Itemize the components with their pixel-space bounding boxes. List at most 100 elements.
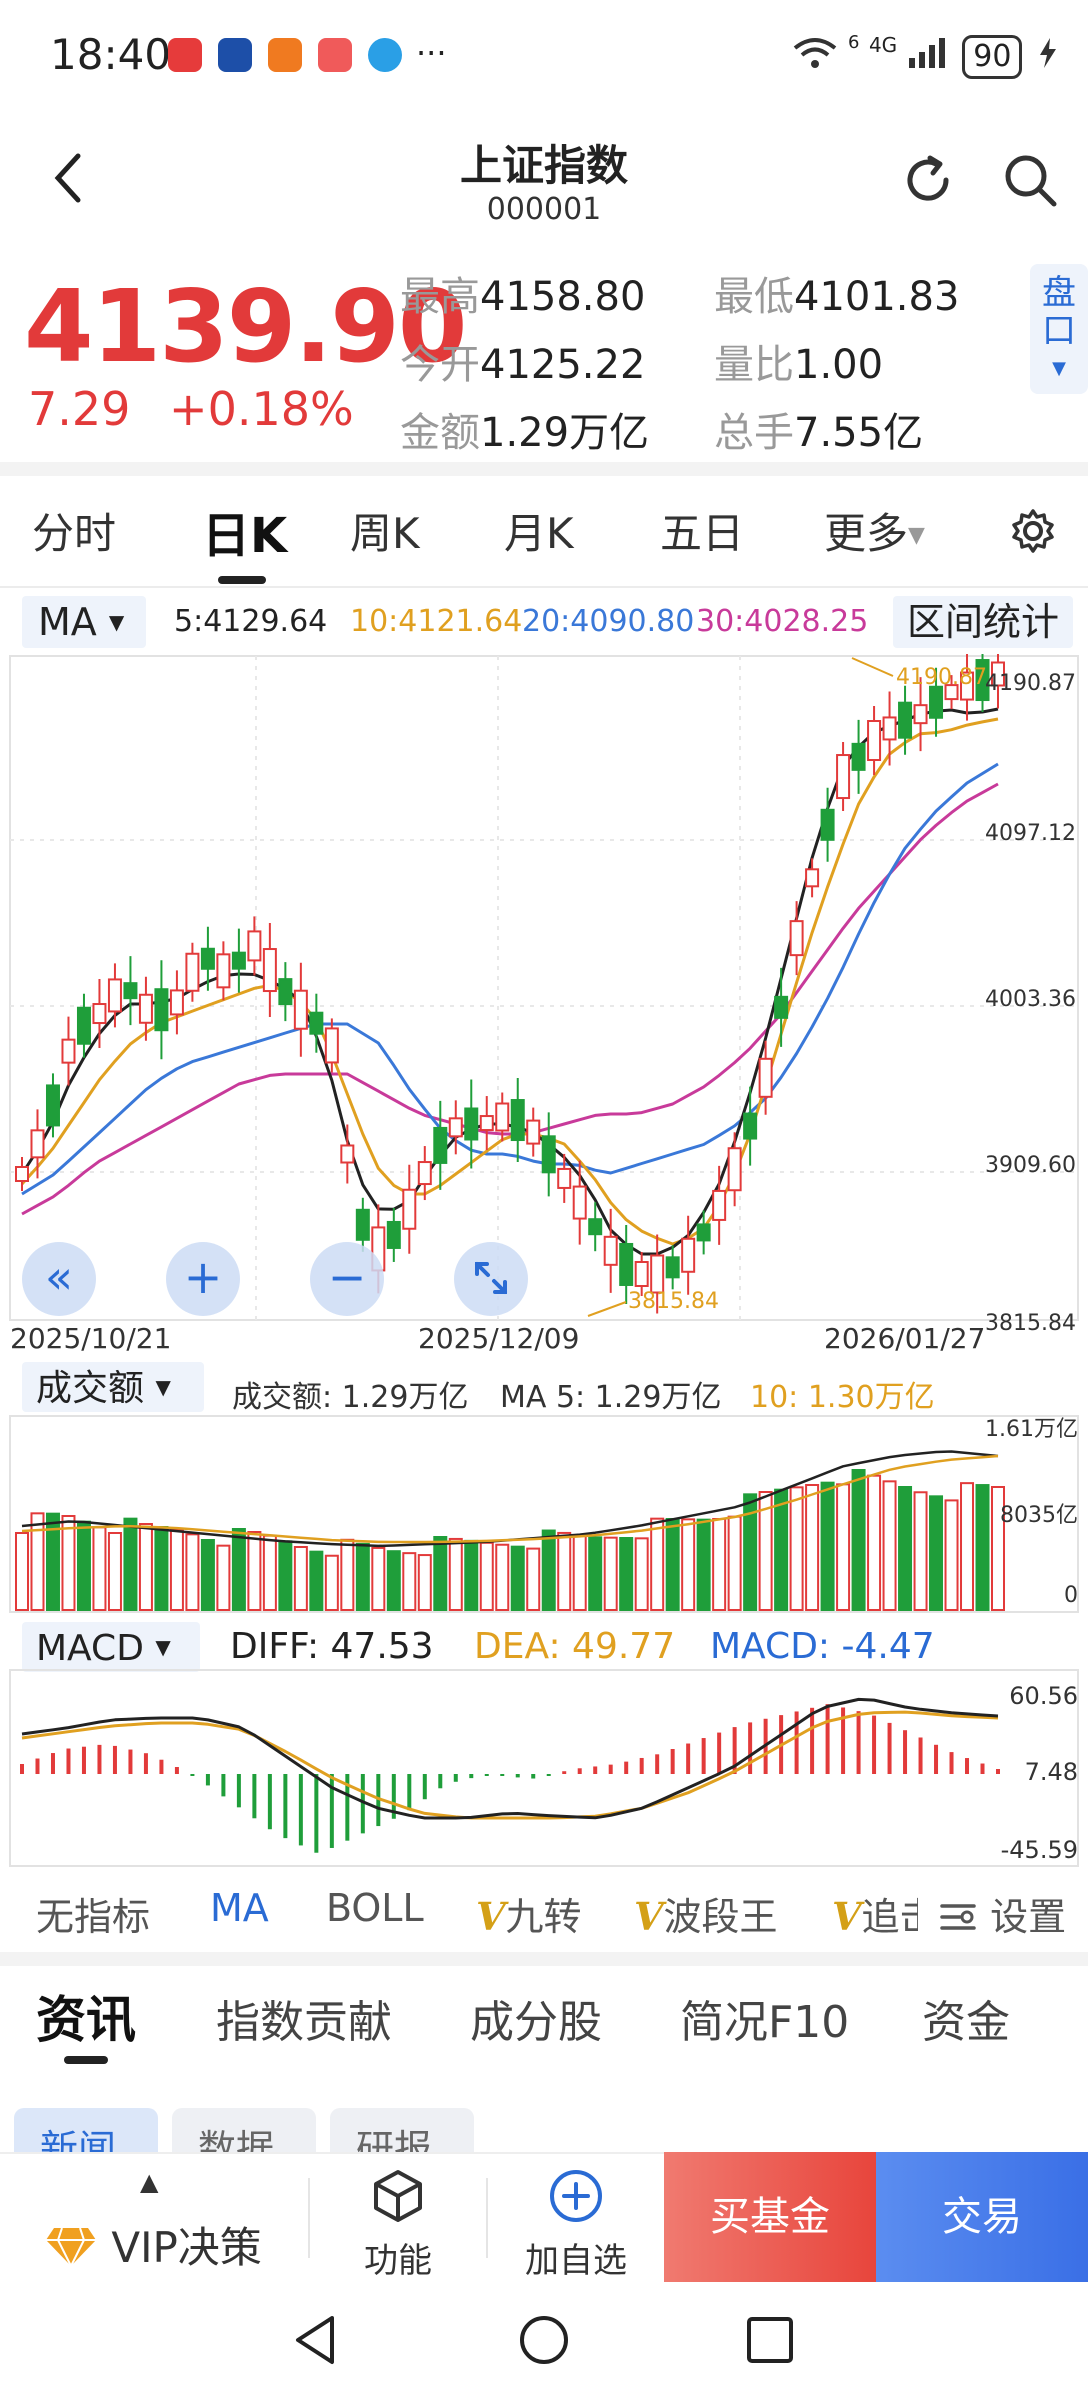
trade-button[interactable]: 交易 (876, 2152, 1088, 2282)
tab-capital-flow[interactable]: 资金 (922, 1997, 1010, 2048)
tab-daily-k[interactable]: 日K (202, 508, 288, 564)
tab-overview-f10[interactable]: 简况F10 (680, 1997, 850, 2048)
functions-label: 功能 (364, 2241, 432, 2281)
tab-more[interactable]: 更多▼ (824, 500, 925, 561)
y-axis-label: 1.61万亿 (985, 1417, 1078, 1442)
status-time: 18:40 (50, 30, 172, 79)
indicator-label: 波段王 (663, 1895, 778, 1939)
vip-decision-button[interactable]: ▲ VIP决策 (0, 2152, 306, 2282)
indicator-boll[interactable]: BOLL (326, 1886, 424, 1930)
recents-square-icon[interactable] (744, 2314, 796, 2366)
refresh-icon (907, 155, 949, 201)
status-bar: 18:40 ··· 6 4G 90 (0, 0, 1088, 110)
change-percent: +0.18% (169, 382, 354, 436)
divider (0, 586, 1088, 588)
candles (15, 654, 1005, 1314)
functions-button[interactable]: 功能 (310, 2152, 486, 2282)
volume-indicator-select[interactable]: 成交额 ▼ (22, 1362, 204, 1412)
tab-intraday[interactable]: 分时 (32, 509, 117, 558)
divider (0, 1952, 1088, 1966)
change-absolute: 7.29 (28, 382, 131, 436)
ma-indicator-select[interactable]: MA ▼ (22, 596, 146, 648)
tab-news-info[interactable]: 资讯 (36, 1991, 136, 2049)
indicator-none[interactable]: 无指标 (36, 1895, 151, 1939)
volume-ma10-value: 10: 1.30万亿 (750, 1380, 935, 1415)
scroll-left-button[interactable]: « (22, 1242, 96, 1316)
y-axis-label: 3815.84 (985, 1311, 1076, 1336)
expand-icon (475, 1262, 507, 1294)
indicator-settings-button[interactable]: 设置 (934, 1886, 1067, 1941)
stock-code: 000001 (486, 192, 602, 227)
ma20-line (21, 762, 999, 1196)
stat-turnover: 金额1.29万亿 (400, 410, 650, 456)
chart-grid (9, 655, 1079, 1321)
dea-line (21, 1710, 999, 1820)
indicator-chase[interactable]: V追击 (832, 1886, 918, 1941)
candlestick-chart[interactable]: 4190.87 3815.84 4190.87 4097.12 4003.36 … (0, 654, 1088, 1354)
chart-settings-button[interactable] (1010, 508, 1056, 554)
search-button[interactable] (1000, 150, 1060, 210)
chevron-up-icon: ▲ (140, 2168, 159, 2196)
back-button[interactable] (48, 148, 88, 208)
macd-value: MACD: -4.47 (710, 1626, 935, 1667)
divider (308, 2178, 310, 2258)
back-triangle-icon[interactable] (290, 2312, 340, 2368)
order-book-button[interactable]: 盘口 ▼ (1030, 264, 1088, 394)
macd-dea-value: DEA: 49.77 (474, 1626, 676, 1667)
fullscreen-button[interactable] (454, 1242, 528, 1316)
vip-v-icon: V (476, 1894, 506, 1939)
ma5-line (20, 707, 999, 1256)
y-axis-label: 8035亿 (1000, 1503, 1078, 1528)
gear-icon (1012, 509, 1054, 553)
high-marker: 4190.87 (851, 657, 987, 690)
refresh-button[interactable] (900, 152, 956, 208)
range-statistics-button[interactable]: 区间统计 (893, 596, 1073, 648)
volume-ma5-value: MA 5: 1.29万亿 (500, 1380, 722, 1415)
y-axis-label: 3909.60 (985, 1153, 1076, 1178)
y-axis-label: 0 (1064, 1583, 1078, 1608)
current-price: 4139.90 (24, 268, 467, 385)
indicator-wave-king[interactable]: V波段王 (634, 1886, 778, 1941)
app-notification-icon (318, 38, 352, 72)
indicator-ma[interactable]: MA (210, 1886, 269, 1930)
charging-icon (1038, 38, 1058, 74)
macd-indicator-select[interactable]: MACD ▼ (22, 1622, 200, 1672)
y-axis-label: 4190.87 (985, 671, 1076, 696)
tab-five-day[interactable]: 五日 (660, 509, 745, 558)
home-circle-icon[interactable] (516, 2312, 572, 2368)
diff-line (21, 1697, 999, 1820)
tab-weekly-k[interactable]: 周K (350, 509, 420, 558)
chevron-left-icon (54, 153, 81, 203)
active-tab-indicator (218, 576, 266, 584)
caret-down-icon: ▼ (108, 610, 125, 634)
sliders-icon (940, 1904, 976, 1930)
tab-constituents[interactable]: 成分股 (470, 1997, 602, 2048)
chart-grid (9, 1415, 1079, 1613)
indicator-nine-turn[interactable]: V九转 (476, 1886, 582, 1941)
low-marker: 3815.84 (587, 1289, 719, 1317)
active-tab-indicator (64, 2056, 108, 2064)
tab-monthly-k[interactable]: 月K (504, 509, 574, 558)
ma5-value: 5:4129.64 (174, 604, 328, 639)
chart-grid (9, 1669, 1079, 1867)
more-notifications-icon: ··· (416, 34, 447, 72)
divider (0, 462, 1088, 476)
tab-index-contribution[interactable]: 指数贡献 (216, 1997, 392, 2048)
settings-label: 设置 (990, 1895, 1067, 1939)
add-circle-icon (550, 2170, 602, 2222)
y-axis-label: -45.59 (1001, 1836, 1078, 1864)
macd-chart[interactable]: 60.56 7.48 -45.59 (0, 1668, 1088, 1868)
zoom-in-button[interactable]: + (166, 1242, 240, 1316)
volume-chart[interactable]: 1.61万亿 8035亿 0 (0, 1356, 1088, 1616)
vip-v-icon: V (832, 1894, 862, 1939)
zoom-out-button[interactable]: − (310, 1242, 384, 1316)
x-axis-label: 2025/10/21 (10, 1322, 171, 1354)
add-to-watchlist-button[interactable]: 加自选 (488, 2152, 664, 2282)
vip-v-icon: V (634, 1894, 664, 1939)
y-axis-label: 7.48 (1025, 1758, 1078, 1786)
page-title: 上证指数 (459, 141, 628, 190)
ma20-value: 20:4090.80 (522, 604, 695, 639)
system-navigation-bar (0, 2282, 1088, 2400)
indicator-label: 九转 (505, 1895, 582, 1939)
buy-fund-button[interactable]: 买基金 (664, 2152, 876, 2282)
